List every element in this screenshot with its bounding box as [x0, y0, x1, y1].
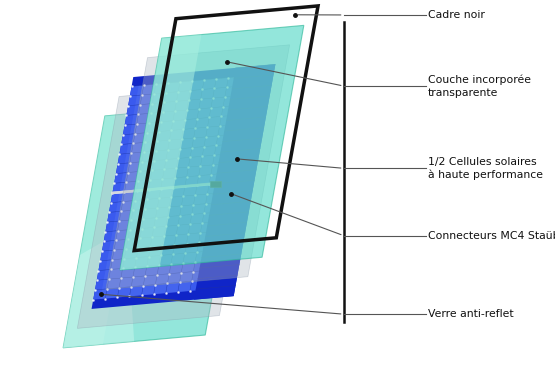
Polygon shape [120, 34, 201, 270]
Polygon shape [63, 228, 134, 348]
FancyBboxPatch shape [210, 181, 221, 187]
Polygon shape [194, 64, 275, 300]
Text: Cadre noir: Cadre noir [428, 10, 485, 20]
Polygon shape [120, 25, 304, 270]
Text: Couche incorporée
transparente: Couche incorporée transparente [428, 74, 531, 98]
Polygon shape [100, 78, 228, 299]
Polygon shape [63, 112, 145, 348]
Text: 1/2 Cellules solaires
à haute performance: 1/2 Cellules solaires à haute performanc… [428, 157, 543, 180]
Polygon shape [92, 64, 275, 309]
Polygon shape [77, 84, 261, 328]
Text: Verre anti-reflet: Verre anti-reflet [428, 309, 513, 319]
Polygon shape [63, 103, 247, 348]
Polygon shape [106, 45, 290, 289]
Text: Connecteurs MC4 Staübli: Connecteurs MC4 Staübli [428, 231, 555, 240]
Polygon shape [93, 77, 234, 300]
